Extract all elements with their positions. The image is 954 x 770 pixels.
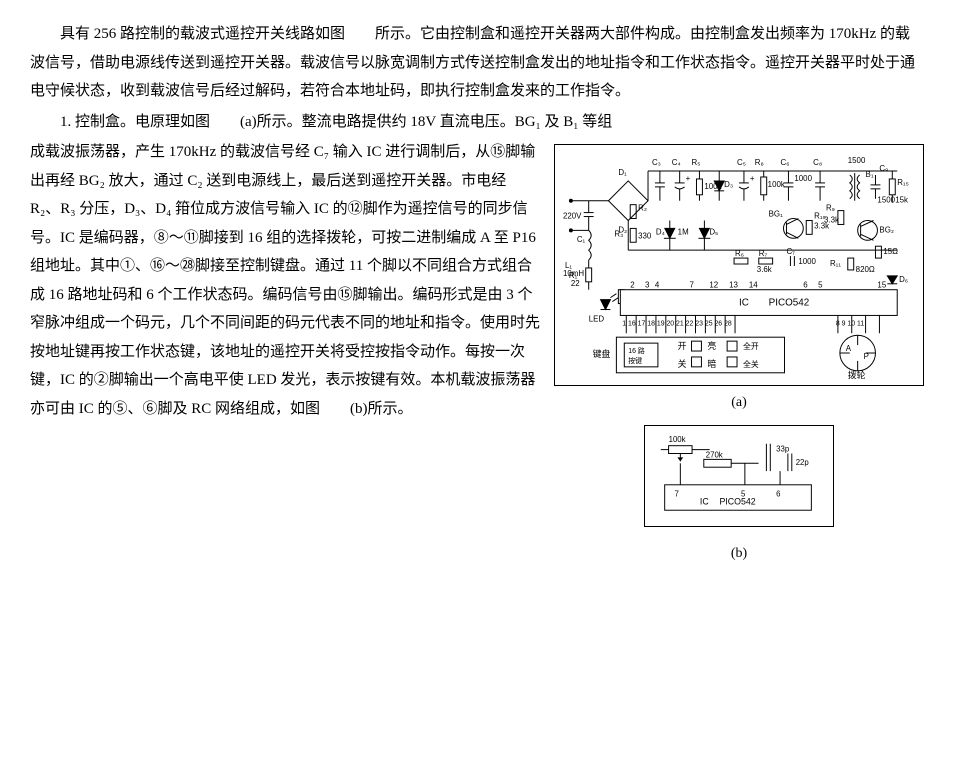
svg-text:6: 6 — [776, 489, 780, 498]
svg-text:+: + — [686, 174, 691, 183]
label-d3: D₃ — [724, 180, 733, 189]
label-d5: D₅ — [709, 227, 718, 236]
svg-text:2: 2 — [630, 281, 634, 290]
svg-text:13: 13 — [729, 281, 738, 290]
label-220v: 220V — [563, 212, 582, 221]
label-d1: D₁ — [618, 168, 627, 177]
paragraph-1: 具有 256 路控制的载波式遥控开关线路如图 所示。它由控制盒和遥控开关器两大部… — [30, 20, 924, 106]
label-keypad: 键盘 — [593, 348, 611, 359]
label-c1: C₁ — [577, 235, 586, 244]
label-r7: R₇ — [759, 249, 768, 258]
label-ic-part: PICO542 — [769, 298, 810, 309]
svg-text:16 路: 16 路 — [628, 346, 645, 355]
schematic-a: 220V C₁ L₁ 10mH R₁ 22 — [554, 144, 924, 386]
label-r9v: 3.3k — [824, 215, 839, 224]
label-c9: C₉ — [879, 164, 888, 173]
svg-text:A: A — [846, 344, 852, 353]
label-r15v: 15k — [895, 196, 908, 205]
paragraph-2-lead: 1. 控制盒。电原理如图 (a)所示。整流电路提供约 18V 直流电压。BG₁ … — [30, 108, 924, 137]
svg-text:3: 3 — [645, 281, 650, 290]
svg-text:15: 15 — [877, 281, 886, 290]
label-b1v: 1500 — [877, 196, 895, 205]
svg-text:关: 关 — [678, 358, 687, 369]
svg-text:7: 7 — [674, 489, 678, 498]
label-c6: C₆ — [781, 158, 790, 167]
svg-text:P: P — [864, 352, 869, 361]
svg-text:12: 12 — [709, 281, 718, 290]
label-bg2: BG₂ — [879, 225, 894, 234]
label-r7v: 3.6k — [757, 265, 772, 274]
label-r1v: 22 — [571, 279, 580, 288]
svg-text:按键: 按键 — [628, 356, 642, 365]
svg-text:7: 7 — [690, 281, 694, 290]
label-b-r2: 270k — [706, 450, 723, 459]
label-r6: R₆ — [735, 249, 744, 258]
label-r13v: 15Ω — [883, 247, 898, 256]
label-dial: 拨轮 — [848, 370, 866, 379]
label-ic: IC — [739, 298, 749, 309]
label-r11: R₁₁ — [830, 259, 841, 268]
label-b-c1: 33p — [776, 444, 790, 453]
label-b-r1: 100k — [669, 434, 686, 443]
label-r2: R₂ — [638, 204, 647, 213]
svg-text:+: + — [750, 174, 755, 183]
figure-a-caption: (a) — [554, 390, 924, 417]
label-b-ic-part: PICO542 — [719, 496, 755, 506]
label-r2v: 1M — [678, 227, 689, 236]
svg-text:亮: 亮 — [707, 340, 716, 351]
figure-b-caption: (b) — [554, 541, 924, 568]
label-b-ic: IC — [700, 496, 709, 506]
svg-text:8 9 10 11: 8 9 10 11 — [836, 320, 864, 327]
svg-text:6: 6 — [803, 281, 808, 290]
label-bg1: BG₁ — [769, 210, 783, 219]
schematic-b: 100k 270k 33p — [644, 425, 834, 527]
label-r12v: 820Ω — [856, 265, 875, 274]
label-r8: R₈ — [755, 158, 764, 167]
label-c8: C₈ — [813, 158, 822, 167]
label-r5: R₅ — [692, 158, 701, 167]
svg-text:5: 5 — [818, 281, 823, 290]
label-r9: R₉ — [826, 204, 835, 213]
label-r3: R₃ — [614, 229, 623, 238]
label-c7: C₇ — [786, 247, 795, 256]
svg-text:全开: 全开 — [743, 341, 759, 351]
label-c7v: 1000 — [798, 257, 816, 266]
label-r15: R₁₅ — [897, 178, 909, 187]
label-d4: D₄ — [656, 227, 665, 236]
label-b1: B₁ — [866, 170, 874, 179]
label-c3: C₃ — [652, 158, 661, 167]
label-led: LED — [589, 314, 605, 323]
label-c4: C₄ — [672, 158, 681, 167]
svg-text:4: 4 — [655, 281, 660, 290]
label-c5: C₅ — [737, 158, 746, 167]
label-r14: 1500 — [848, 156, 866, 165]
label-d6: D₆ — [899, 275, 908, 284]
figure-block: 220V C₁ L₁ 10mH R₁ 22 — [554, 144, 924, 576]
label-b-c2: 22p — [796, 458, 810, 467]
label-c6v: 1000 — [794, 174, 812, 183]
label-r8v: 100k — [768, 180, 785, 189]
svg-text:开: 开 — [678, 341, 687, 351]
svg-text:全关: 全关 — [743, 359, 759, 369]
svg-text:暗: 暗 — [707, 358, 716, 369]
label-r3v: 330 — [638, 231, 652, 240]
svg-text:14: 14 — [749, 281, 758, 290]
